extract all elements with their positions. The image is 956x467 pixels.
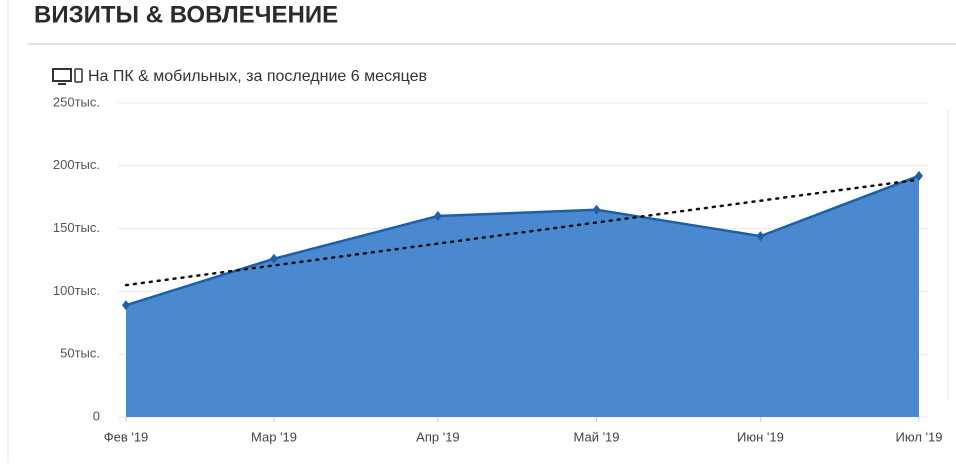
point-marker	[433, 211, 442, 222]
trend-line	[124, 178, 921, 287]
x-tick-label: Июн '19	[737, 429, 784, 444]
point-marker	[122, 300, 130, 311]
line	[125, 174, 920, 307]
chart-subtitle: На ПК & мобильных, за последние 6 месяце…	[88, 68, 427, 85]
y-tick-label: 250тыс.	[53, 94, 100, 109]
chart-title: ВИЗИТЫ & ВОВЛЕЧЕНИЕ	[34, 1, 338, 28]
y-tick-label: 0	[93, 408, 100, 423]
y-tick-label: 150тыс.	[53, 220, 100, 235]
x-tick-label: Июл '19	[896, 429, 943, 444]
point-marker	[915, 170, 923, 181]
y-tick-label: 100тыс.	[53, 283, 100, 298]
device-icons	[52, 68, 83, 85]
area	[126, 175, 919, 417]
x-tick-label: Апр '19	[416, 429, 460, 444]
point-marker	[592, 204, 601, 215]
x-tick-label: Май '19	[573, 429, 619, 444]
x-tick-label: Мар '19	[251, 429, 297, 444]
x-tick-label: Фев '19	[104, 429, 149, 444]
y-tick-label: 50тыс.	[60, 346, 100, 361]
point-marker	[270, 253, 279, 264]
y-tick-label: 200тыс.	[53, 157, 100, 172]
point-marker	[756, 231, 765, 242]
